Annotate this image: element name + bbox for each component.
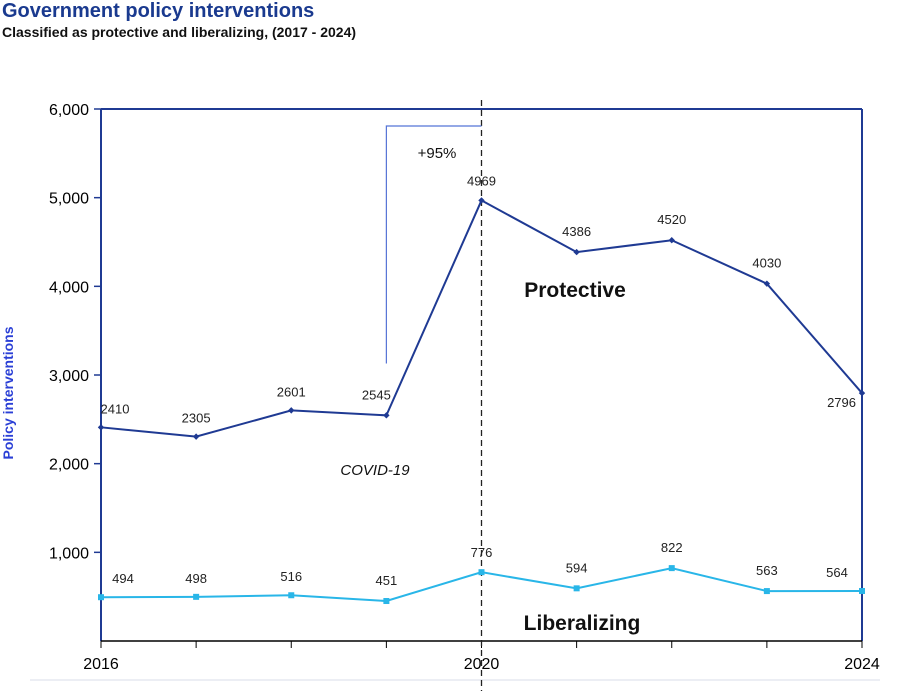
- data-label-liberalizing: 822: [661, 540, 683, 555]
- data-label-protective: 2796: [827, 395, 856, 410]
- y-axis-label: Policy interventions: [0, 326, 16, 459]
- data-point-liberalizing: [288, 592, 295, 599]
- data-point-protective: [858, 389, 866, 397]
- x-tick-label: 2024: [844, 656, 880, 673]
- data-point-liberalizing: [98, 594, 104, 601]
- data-point-liberalizing: [193, 593, 200, 600]
- data-label-protective: 2410: [101, 401, 130, 416]
- data-label-liberalizing: 563: [756, 563, 778, 578]
- y-tick-label: 3,000: [49, 368, 89, 385]
- x-tick-label: 2016: [83, 656, 119, 673]
- y-tick-label: 2,000: [49, 457, 89, 474]
- data-point-protective: [288, 407, 295, 414]
- data-label-liberalizing: 451: [376, 573, 398, 588]
- data-label-protective: 4520: [657, 212, 686, 227]
- data-label-liberalizing: 498: [185, 571, 207, 586]
- data-point-liberalizing: [478, 569, 485, 576]
- chart-title: Government policy interventions: [2, 0, 315, 22]
- data-point-liberalizing: [668, 565, 675, 572]
- data-label-liberalizing: 516: [280, 569, 302, 584]
- data-point-protective: [383, 412, 390, 419]
- data-point-protective: [668, 237, 675, 244]
- y-tick-label: 6,000: [49, 102, 89, 119]
- series-label-protective: Protective: [524, 279, 626, 302]
- data-label-protective: 2601: [277, 384, 306, 399]
- data-point-liberalizing: [383, 598, 390, 605]
- data-point-protective: [192, 433, 200, 440]
- data-point-liberalizing: [573, 585, 580, 592]
- data-point-liberalizing: [763, 588, 770, 595]
- increase-annotation: +95%: [418, 145, 457, 162]
- series-label-liberalizing: Liberalizing: [524, 612, 641, 635]
- data-point-liberalizing: [859, 587, 865, 594]
- data-label-protective: 4030: [752, 256, 781, 271]
- data-label-liberalizing: 594: [566, 560, 588, 575]
- data-label-liberalizing: 494: [112, 571, 134, 586]
- data-label-liberalizing: 564: [826, 565, 848, 580]
- y-tick-label: 1,000: [49, 545, 89, 562]
- data-label-protective: 2305: [182, 411, 211, 426]
- data-label-liberalizing: 776: [471, 545, 493, 560]
- data-label-protective: 4386: [562, 224, 591, 239]
- chart-subtitle: Classified as protective and liberalizin…: [2, 24, 357, 40]
- y-tick-label: 4,000: [49, 279, 89, 296]
- data-point-protective: [478, 197, 485, 204]
- data-label-protective: 4969: [467, 173, 496, 188]
- y-tick-label: 5,000: [49, 191, 89, 208]
- data-label-protective: 2545: [362, 387, 391, 402]
- data-point-protective: [573, 248, 580, 256]
- data-point-protective: [97, 424, 105, 431]
- covid-annotation: COVID-19: [340, 462, 410, 479]
- data-point-protective: [763, 280, 771, 287]
- increase-bracket: [385, 125, 482, 364]
